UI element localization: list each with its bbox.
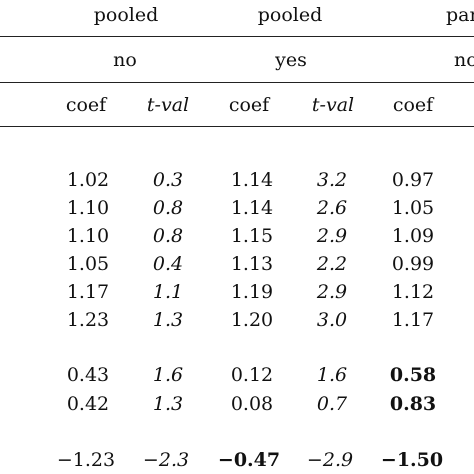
cell: 2.2 — [316, 253, 348, 275]
cell: 1.20 — [230, 309, 274, 331]
rule-bottom — [0, 126, 474, 127]
cell: 1.3 — [152, 309, 184, 331]
col-coef-3: coef — [392, 94, 434, 116]
header-estimation-2: pooled — [257, 4, 323, 26]
cell: −2.9 — [306, 449, 354, 471]
cell-bold: −0.47 — [217, 449, 281, 471]
cell: 1.14 — [230, 169, 274, 191]
col-coef-2: coef — [228, 94, 270, 116]
cell: 0.42 — [66, 393, 110, 415]
cell: 0.8 — [152, 197, 184, 219]
cell: 0.08 — [230, 393, 274, 415]
cell-bold: −1.50 — [380, 449, 444, 471]
cell: 3.2 — [316, 169, 348, 191]
cell: 0.97 — [391, 169, 435, 191]
rule-middle — [0, 82, 474, 83]
cell: 1.12 — [391, 281, 435, 303]
cell: 1.15 — [230, 225, 274, 247]
header-estimation-3: pane — [446, 4, 474, 26]
cell: 0.3 — [152, 169, 184, 191]
cell: 0.12 — [230, 364, 274, 386]
cell: 1.17 — [66, 281, 110, 303]
cell: 1.6 — [152, 364, 184, 386]
col-coef-1: coef — [65, 94, 107, 116]
cell: −1.23 — [56, 449, 116, 471]
rule-top — [0, 36, 474, 37]
cell: 0.4 — [152, 253, 184, 275]
cell: 3.0 — [316, 309, 348, 331]
cell: −2.3 — [142, 449, 190, 471]
cell: 2.9 — [316, 281, 348, 303]
cell: 1.09 — [391, 225, 435, 247]
cell: 1.1 — [152, 281, 184, 303]
cell: 1.3 — [152, 393, 184, 415]
cell: 1.05 — [391, 197, 435, 219]
cell: 0.7 — [316, 393, 348, 415]
cell: 1.14 — [230, 197, 274, 219]
header-fe-1: no — [113, 49, 137, 71]
cell: 0.99 — [391, 253, 435, 275]
cell: 1.17 — [391, 309, 435, 331]
cell: 0.43 — [66, 364, 110, 386]
header-fe-2: yes — [275, 49, 307, 71]
col-tval-2: t-val — [311, 94, 355, 116]
cell: 1.23 — [66, 309, 110, 331]
cell: 1.6 — [316, 364, 348, 386]
col-tval-1: t-val — [146, 94, 190, 116]
cell: 1.10 — [66, 225, 110, 247]
cell: 1.02 — [66, 169, 110, 191]
cell: 0.8 — [152, 225, 184, 247]
header-estimation-1: pooled — [93, 4, 159, 26]
cell: 1.05 — [66, 253, 110, 275]
cell: 2.9 — [316, 225, 348, 247]
cell: 1.13 — [230, 253, 274, 275]
cell-bold: 0.83 — [389, 393, 437, 415]
cell: 1.19 — [230, 281, 274, 303]
header-fe-3: no — [454, 49, 474, 71]
cell: 1.10 — [66, 197, 110, 219]
cell-bold: 0.58 — [389, 364, 437, 386]
cell: 2.6 — [316, 197, 348, 219]
